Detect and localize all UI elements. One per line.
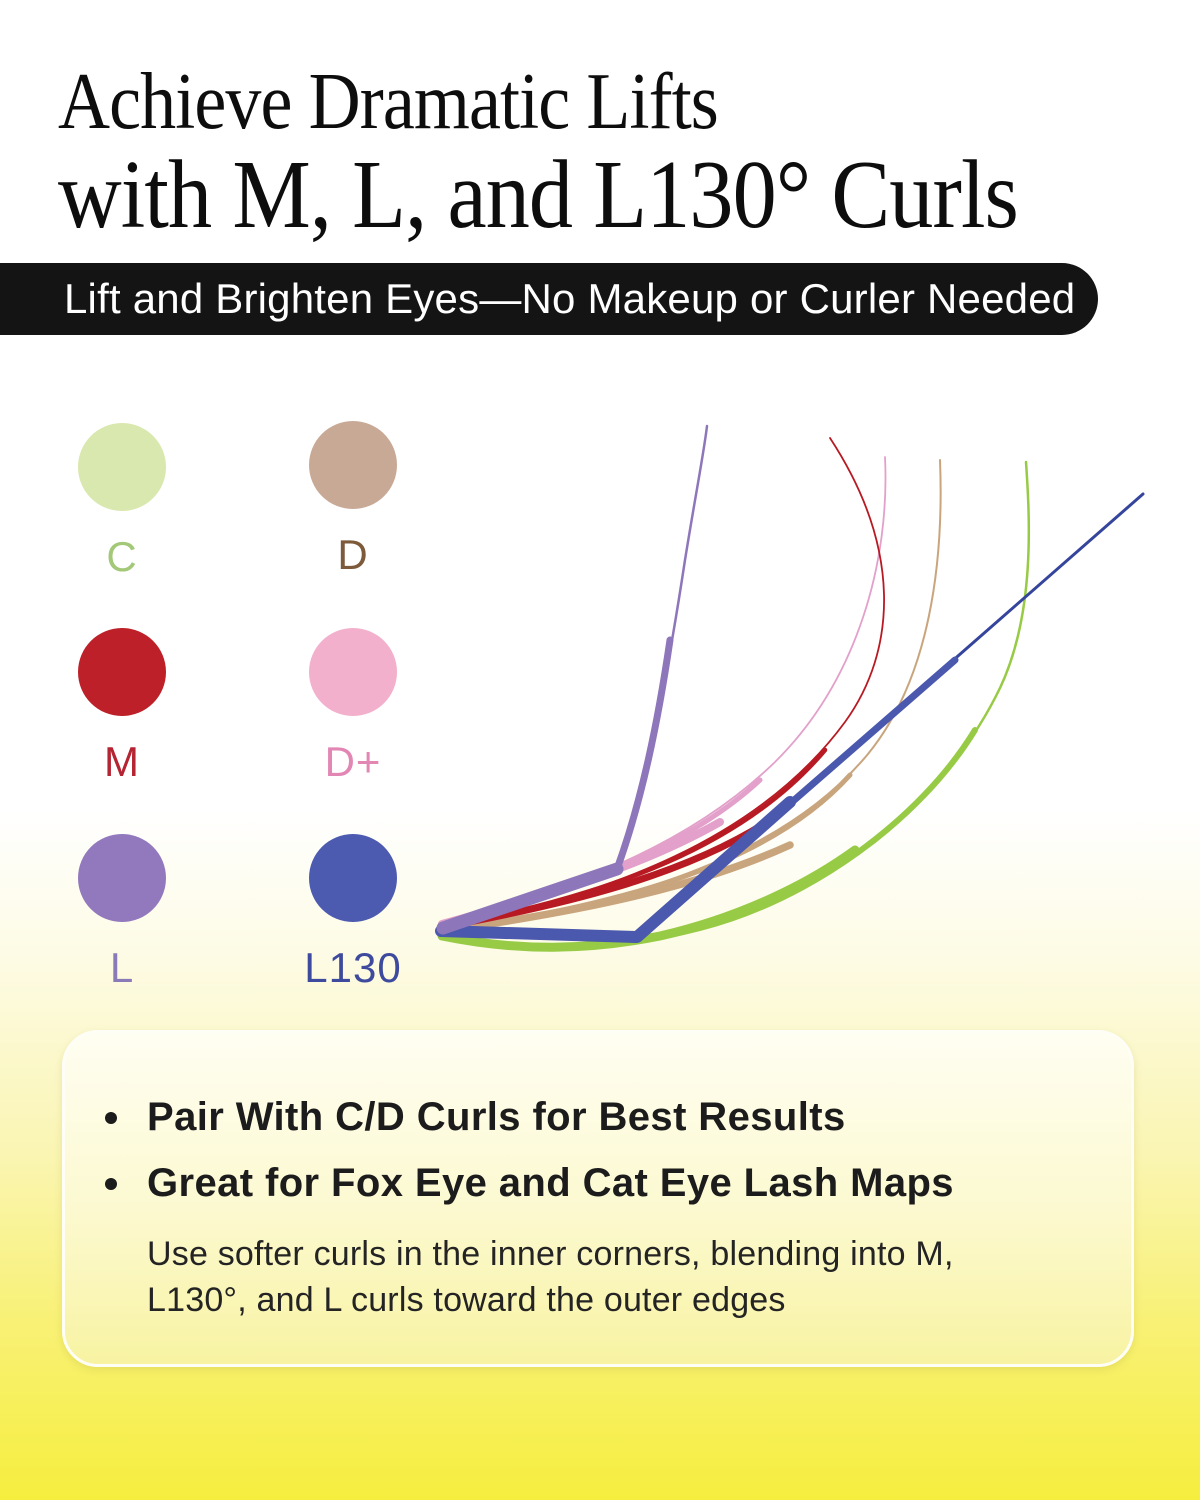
curve-c (437, 460, 1031, 952)
curve-d-plus (438, 456, 887, 928)
bullet-item-1: Pair With C/D Curls for Best Results (105, 1095, 1091, 1140)
legend-item-l130: L130 (265, 834, 441, 992)
legend-label-c: C (106, 533, 138, 580)
legend-item-l: L (34, 834, 210, 992)
legend-label-l130: L130 (304, 944, 402, 991)
legend-item-m: M (34, 628, 210, 786)
legend-circle-c (78, 423, 166, 511)
curve-m (438, 437, 885, 931)
legend-label-d-plus: D+ (324, 738, 382, 785)
legend-label-m: M (104, 738, 140, 785)
title-line-2: with M, L, and L130° Curls (58, 141, 1019, 249)
legend-label-l: L (109, 944, 135, 991)
curve-l130 (435, 492, 1145, 943)
legend-circle-d (309, 421, 397, 509)
subtitle-banner-text: Lift and Brighten Eyes—No Makeup or Curl… (64, 275, 1076, 322)
bullet-icon (105, 1111, 117, 1124)
title-line-1: Achieve Dramatic Lifts (58, 58, 719, 146)
page-title: Achieve Dramatic Lifts with M, L, and L1… (58, 58, 1019, 249)
info-card: Pair With C/D Curls for Best Results Gre… (62, 1030, 1134, 1367)
curve-l (436, 424, 709, 935)
legend-circle-m (78, 628, 166, 716)
legend-circle-l130 (309, 834, 397, 922)
legend-label-d: D (337, 531, 369, 578)
legend-circle-d-plus (309, 628, 397, 716)
subtitle-banner: Lift and Brighten Eyes—No Makeup or Curl… (0, 263, 1098, 335)
legend-item-c: C (34, 423, 210, 581)
bullet-text-1: Pair With C/D Curls for Best Results (147, 1095, 846, 1139)
bullet-icon (105, 1177, 117, 1190)
bullet-item-2: Great for Fox Eye and Cat Eye Lash Maps (105, 1161, 1091, 1206)
bullet-text-2: Great for Fox Eye and Cat Eye Lash Maps (147, 1161, 954, 1205)
legend-circle-l (78, 834, 166, 922)
legend-item-d: D (265, 421, 441, 579)
legend-item-d-plus: D+ (265, 628, 441, 786)
note-text: Use softer curls in the inner corners, b… (147, 1235, 954, 1319)
curve-d (438, 459, 942, 935)
